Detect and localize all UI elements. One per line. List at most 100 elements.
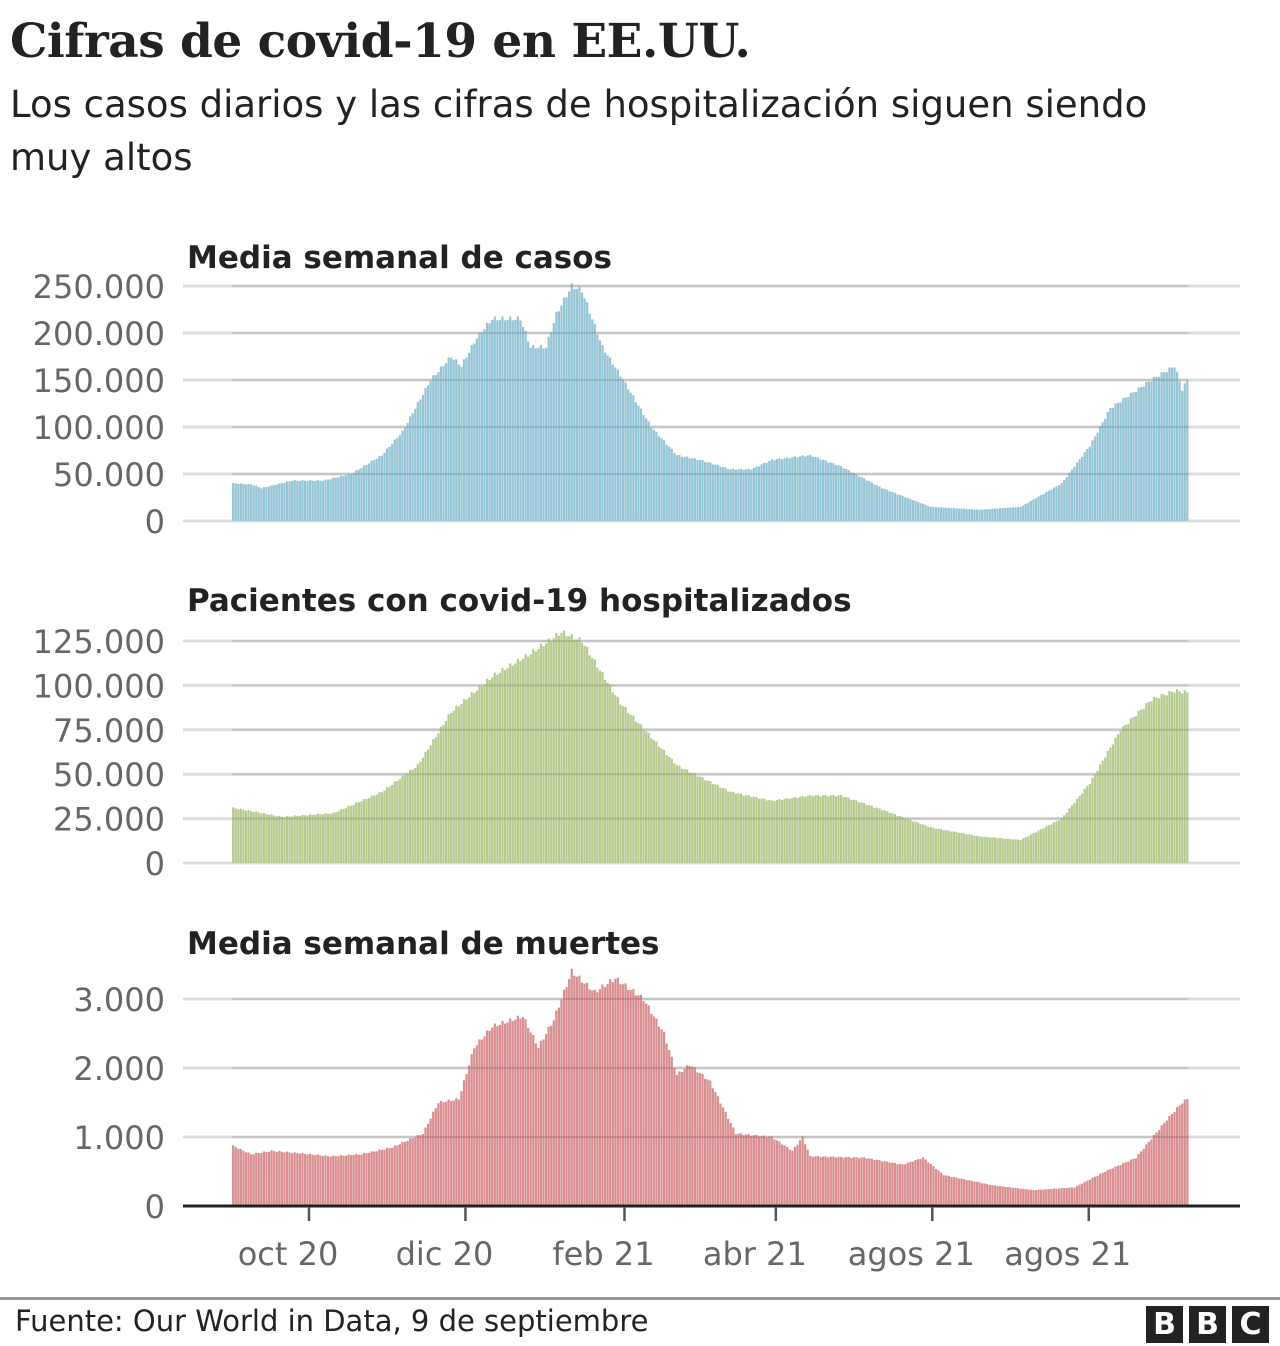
bar — [873, 1160, 876, 1206]
bar — [1170, 691, 1174, 863]
bar — [393, 439, 396, 521]
bar — [868, 1158, 871, 1206]
bar — [937, 828, 940, 863]
bar — [765, 1137, 768, 1206]
bar — [1140, 709, 1143, 863]
bar — [355, 802, 358, 863]
bar — [942, 507, 945, 521]
bar — [1060, 483, 1063, 521]
bar — [860, 802, 863, 863]
bar — [232, 807, 235, 863]
bar — [791, 457, 794, 521]
bar — [480, 686, 484, 863]
bar — [1019, 840, 1022, 863]
bar — [857, 802, 861, 863]
bar — [580, 642, 584, 863]
bar — [1101, 422, 1104, 521]
bar — [1004, 838, 1007, 863]
bar — [996, 1186, 999, 1206]
bar — [568, 291, 571, 521]
bbc-logo: B B C — [1146, 1306, 1269, 1343]
bar — [370, 1151, 373, 1206]
bar — [398, 435, 401, 521]
bar — [934, 1168, 938, 1206]
bar — [316, 813, 319, 863]
bar — [547, 638, 550, 863]
bar — [1106, 411, 1109, 521]
bar — [698, 1073, 702, 1206]
bar — [734, 793, 738, 863]
bar — [1155, 1132, 1158, 1206]
bar — [619, 376, 622, 521]
bar — [765, 462, 768, 521]
bar — [668, 756, 671, 863]
bar — [383, 452, 386, 521]
bar — [863, 1157, 866, 1206]
bar — [719, 466, 722, 521]
bar — [365, 1153, 368, 1206]
y-tick-label: 1.000 — [73, 1119, 165, 1157]
bar — [1034, 498, 1038, 521]
bar — [634, 402, 637, 521]
bar — [863, 803, 866, 863]
bar — [424, 1127, 427, 1206]
bar — [285, 815, 289, 863]
bar — [906, 497, 909, 521]
bar — [1019, 1188, 1022, 1206]
panel-1: Pacientes con covid-19 hospitalizados 0 25… — [33, 583, 1240, 883]
bar — [450, 1100, 453, 1206]
bar — [1134, 1158, 1138, 1206]
bar — [670, 758, 673, 863]
bar — [893, 1162, 897, 1206]
bar — [411, 1138, 414, 1206]
bar — [421, 394, 425, 521]
bar — [1040, 829, 1043, 863]
bar — [919, 824, 922, 863]
bar — [596, 334, 599, 521]
bar — [439, 366, 443, 521]
bar — [1155, 376, 1158, 521]
bar — [760, 798, 763, 863]
bar — [468, 697, 471, 863]
bar — [298, 480, 301, 521]
bar — [834, 796, 838, 863]
bar — [370, 460, 373, 521]
bar — [439, 726, 443, 863]
bar — [586, 646, 589, 863]
bar — [283, 1152, 286, 1206]
bar — [319, 814, 322, 863]
bar — [911, 500, 914, 521]
bar — [950, 508, 953, 521]
bar — [609, 979, 612, 1206]
bar — [557, 635, 561, 863]
bar — [637, 405, 640, 521]
bar — [1004, 508, 1007, 521]
bar — [1055, 821, 1058, 863]
bar — [693, 1067, 696, 1206]
bar — [873, 484, 876, 521]
bar — [852, 1157, 855, 1206]
bar — [493, 672, 496, 863]
bar — [291, 1153, 294, 1206]
bar — [1147, 1141, 1150, 1206]
bar — [375, 794, 378, 863]
bar — [750, 469, 753, 521]
bar — [839, 1156, 843, 1206]
bar — [916, 501, 920, 521]
bar — [1081, 456, 1084, 521]
bar — [627, 389, 630, 521]
bar — [816, 1156, 820, 1206]
bar — [1068, 1187, 1071, 1206]
panel-title: Media semanal de muertes — [187, 926, 660, 962]
bar — [1050, 489, 1053, 521]
bar — [639, 994, 643, 1206]
bar — [629, 392, 632, 521]
bar — [383, 1149, 386, 1206]
bar — [855, 1157, 858, 1206]
bar — [478, 685, 481, 863]
bar — [252, 1154, 255, 1206]
bar — [614, 695, 617, 863]
bar — [547, 336, 550, 521]
bar — [991, 837, 994, 863]
source-note: Fuente: Our World in Data, 9 de septiemb… — [15, 1304, 649, 1338]
